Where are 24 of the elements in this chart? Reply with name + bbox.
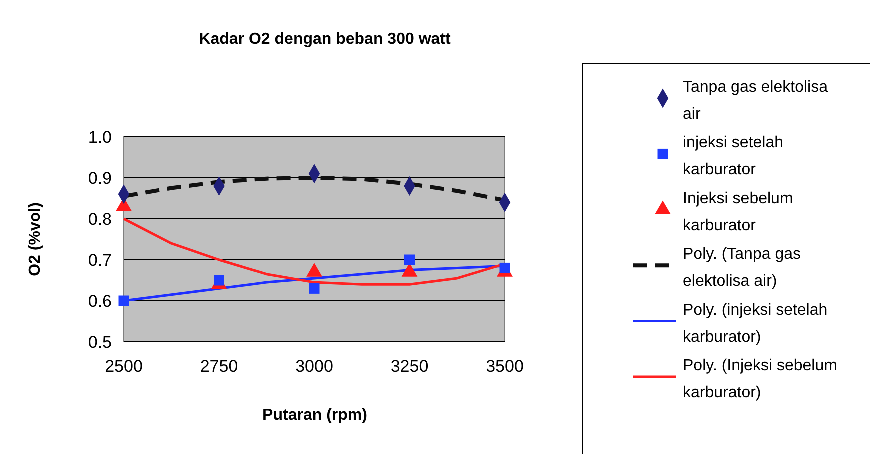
x-tick-label: 3000 xyxy=(296,357,334,376)
x-tick-label: 3250 xyxy=(390,357,429,376)
point xyxy=(404,254,415,266)
x-axis-title: Putaran (rpm) xyxy=(262,407,368,424)
y-tick-label: 1.0 xyxy=(88,128,112,147)
chart-title: Kadar O2 dengan beban 300 watt xyxy=(199,31,452,48)
legend-label: Poly. (Injeksi sebelum karburator) xyxy=(683,358,838,402)
x-tick-label: 2500 xyxy=(105,357,143,376)
legend-label: Injeksi sebelum karburator xyxy=(683,190,794,234)
point xyxy=(118,296,130,306)
legend-label: Poly. (Tanpa gas elektolisa air) xyxy=(683,246,801,290)
y-axis-title: O2 (%vol) xyxy=(27,202,44,276)
point xyxy=(500,262,510,274)
point xyxy=(309,283,320,294)
y-tick-label: 0.5 xyxy=(88,333,112,352)
x-tick-label: 2750 xyxy=(200,357,238,376)
legend-label: Poly. (injeksi setelah karburator) xyxy=(683,302,828,346)
y-tick-label: 0.8 xyxy=(88,210,112,229)
y-tick-label: 0.9 xyxy=(88,169,112,188)
x-tick-label: 3500 xyxy=(486,357,524,376)
y-tick-label: 0.6 xyxy=(88,292,112,311)
point xyxy=(214,275,224,286)
y-tick-label: 0.7 xyxy=(88,251,112,270)
legend-label: injeksi setelah karburator xyxy=(683,134,784,179)
